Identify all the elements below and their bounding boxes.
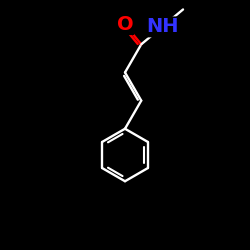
Text: O: O (117, 15, 133, 34)
Text: NH: NH (146, 18, 178, 36)
